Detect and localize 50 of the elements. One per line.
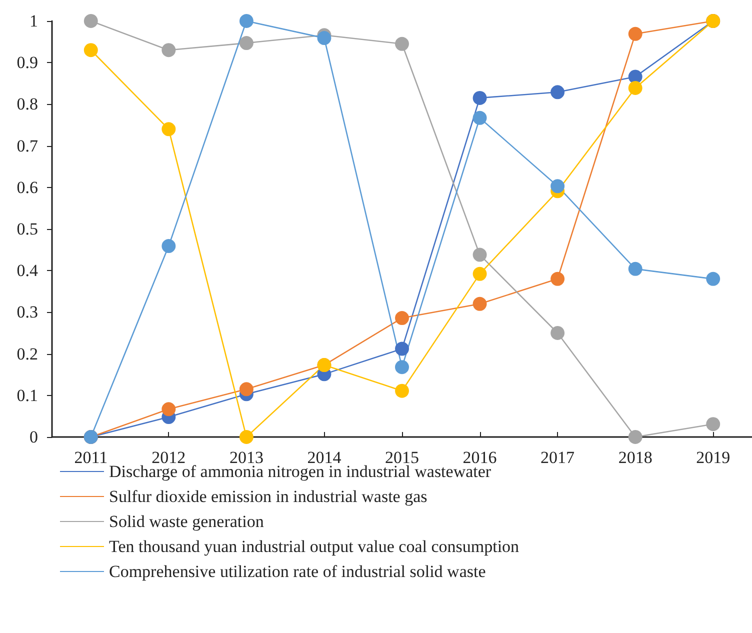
y-tick-label: 0.8 <box>16 94 38 114</box>
y-tick-label: 0.7 <box>16 136 38 156</box>
point <box>706 272 720 286</box>
point <box>239 14 254 28</box>
x-tick-label: 2011 <box>74 448 108 467</box>
y-tick-label: 0 <box>30 428 38 446</box>
point <box>162 402 176 416</box>
point <box>239 430 254 444</box>
point <box>239 382 254 396</box>
y-tick-label: 0.1 <box>16 386 38 405</box>
point <box>395 311 409 326</box>
point <box>84 14 98 28</box>
point <box>628 262 642 276</box>
point <box>162 239 176 254</box>
point <box>628 430 642 444</box>
point <box>395 384 409 398</box>
point <box>472 90 487 105</box>
y-tick-label: 0.2 <box>16 344 38 364</box>
point <box>162 122 176 136</box>
legend-label: Ten thousand yuan industrial output value coal consumption <box>109 537 520 556</box>
point <box>395 360 409 374</box>
point <box>472 248 487 262</box>
point <box>317 31 332 46</box>
point <box>550 85 565 100</box>
y-tick-label: 0.4 <box>16 261 38 280</box>
point <box>472 110 487 125</box>
point <box>162 43 176 58</box>
y-tick-label: 0.5 <box>16 220 38 238</box>
point <box>550 326 565 340</box>
point <box>550 272 565 286</box>
point <box>628 26 642 41</box>
y-tick-label: 0.3 <box>16 302 38 322</box>
y-tick-label: 0.6 <box>16 178 38 197</box>
legend-label: Comprehensive utilization rate of industrial solid waste <box>109 562 486 581</box>
legend-label: Sulfur dioxide emission in industrial waste gas <box>109 487 428 506</box>
point <box>628 80 642 95</box>
y-tick-label: 1 <box>30 12 38 30</box>
legend-label: Solid waste generation <box>109 512 264 531</box>
point <box>706 417 720 432</box>
y-tick-label: 0.9 <box>16 53 38 72</box>
point <box>239 36 254 50</box>
point <box>84 43 98 58</box>
point <box>550 179 565 194</box>
x-tick-label: 2019 <box>696 448 730 467</box>
x-tick-label: 2017 <box>540 448 576 467</box>
point <box>472 296 487 311</box>
point <box>395 36 409 51</box>
x-tick-label: 2018 <box>618 448 652 467</box>
point <box>472 266 487 281</box>
point <box>395 342 409 356</box>
